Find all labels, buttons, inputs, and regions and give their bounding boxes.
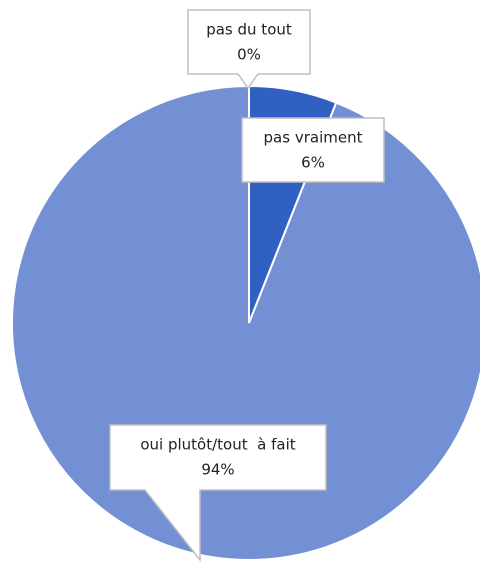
callout-box [109,424,327,562]
slice-value-label: 94% [201,461,234,479]
callout-box [187,9,311,90]
slice-label: pas du tout [206,21,292,39]
slice-label: pas vraiment [264,129,363,147]
slice-value-label: 6% [301,154,325,172]
slice-label: oui plutôt/tout à fait [140,436,295,454]
slice-value-label: 0% [237,46,261,64]
callout-box [241,117,385,183]
